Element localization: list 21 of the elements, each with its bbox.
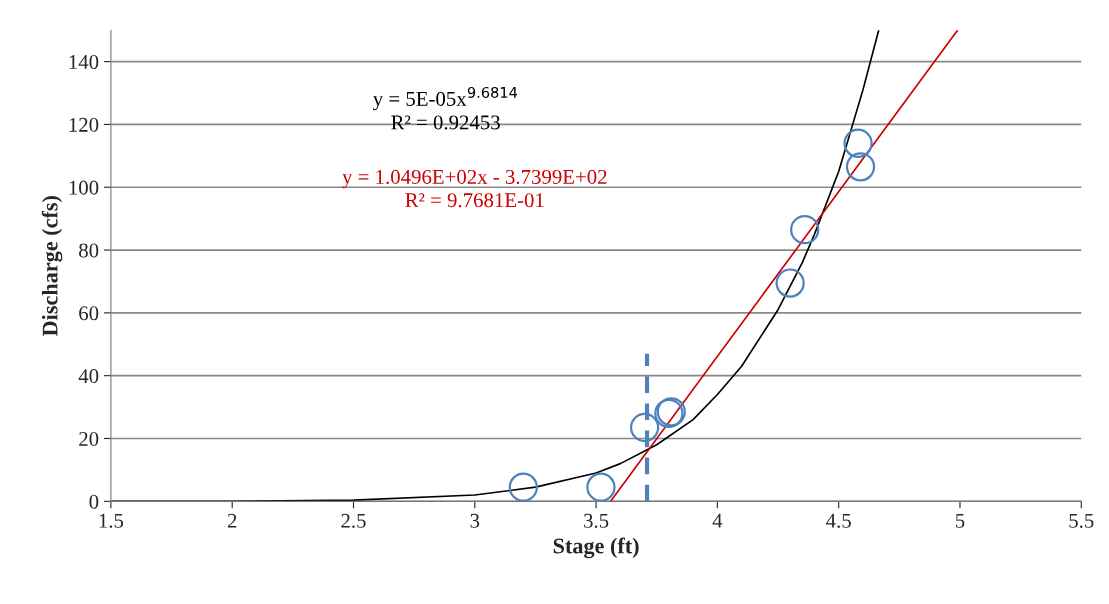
x-axis-title: Stage (ft) <box>553 537 639 559</box>
y-tick-label: 60 <box>79 306 99 321</box>
y-tick-label: 140 <box>69 54 99 70</box>
y-tick-label: 20 <box>79 431 99 446</box>
x-tick-label: 3.5 <box>584 513 609 528</box>
y-axis-title: Discharge (cfs) <box>41 196 63 337</box>
annotation: y = 5E-05x$^{9.6814}$ R² = 0.92453 <box>373 86 518 130</box>
x-tick-label: 3 <box>470 513 480 528</box>
y-tick-label: 0 <box>89 494 99 509</box>
y-tick-label: 80 <box>79 243 99 258</box>
x-tick-label: 1.5 <box>99 513 124 528</box>
x-tick-label: 4.5 <box>826 513 851 528</box>
annotation: y = 1.0496E+02x - 3.7399E+02 R² = 9.7681E-01 <box>342 169 607 208</box>
x-tick-label: 5.5 <box>1069 513 1094 528</box>
y-tick-label: 100 <box>69 180 99 195</box>
y-tick-label: 120 <box>69 117 99 132</box>
x-tick-label: 2.5 <box>341 513 366 528</box>
y-tick-label: 40 <box>78 369 99 384</box>
x-tick-label: 4 <box>712 513 723 528</box>
x-tick-label: 5 <box>955 513 965 528</box>
x-tick-label: 2 <box>227 513 237 528</box>
